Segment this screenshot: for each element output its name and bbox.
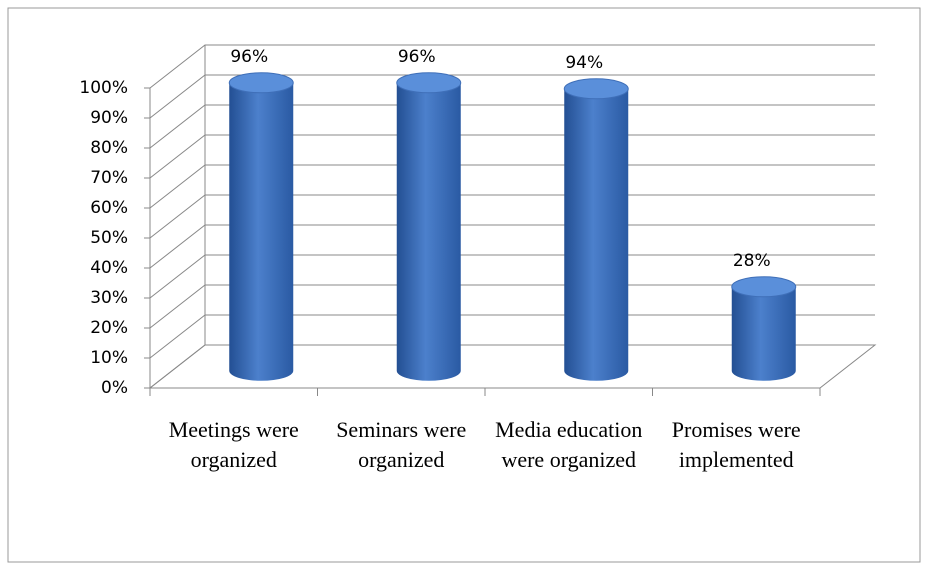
cylinder-top — [563, 78, 629, 100]
y-tick-label: 70% — [90, 168, 128, 188]
x-tick-label: Promises were implemented — [671, 417, 801, 472]
value-label: 96% — [398, 47, 436, 67]
grid-line — [149, 254, 875, 299]
y-tick-label: 50% — [90, 228, 128, 248]
frame — [7, 7, 921, 563]
x-tick-label: Meetings were organized — [168, 417, 299, 472]
y-tick-label: 100% — [79, 78, 128, 98]
value-label: 96% — [230, 47, 268, 67]
cylinder — [731, 276, 797, 381]
grid-line — [149, 74, 875, 119]
value-label: 28% — [733, 251, 771, 271]
cylinder — [563, 78, 629, 381]
grid-line — [149, 224, 875, 269]
grid-line — [149, 134, 875, 179]
grid-line — [149, 164, 875, 209]
grid-line — [149, 104, 875, 149]
y-tick-label: 20% — [90, 318, 128, 338]
grid-line — [149, 194, 875, 239]
x-tick-label: Media education were organized — [495, 417, 643, 472]
grid-line — [149, 344, 875, 389]
cylinder-body — [229, 82, 294, 381]
cylinder — [396, 72, 462, 381]
value-label: 94% — [565, 53, 603, 73]
y-tick-label: 60% — [90, 198, 128, 218]
y-tick-label: 30% — [90, 288, 128, 308]
cylinder-top — [396, 72, 462, 94]
cylinder-body — [564, 88, 629, 381]
y-tick-label: 40% — [90, 258, 128, 278]
cylinder — [228, 72, 294, 381]
cylinder-top — [731, 276, 797, 298]
y-tick-label: 80% — [90, 138, 128, 158]
y-tick-label: 10% — [90, 348, 128, 368]
grid-line — [149, 314, 875, 359]
x-tick-label: Seminars were organized — [336, 417, 467, 472]
cylinder-body — [396, 82, 461, 381]
grid-line — [149, 44, 875, 89]
cylinder-top — [228, 72, 294, 94]
grid-line — [149, 284, 875, 329]
y-tick-label: 0% — [101, 378, 128, 398]
y-tick-label: 90% — [90, 108, 128, 128]
cylinder-body — [731, 286, 796, 381]
